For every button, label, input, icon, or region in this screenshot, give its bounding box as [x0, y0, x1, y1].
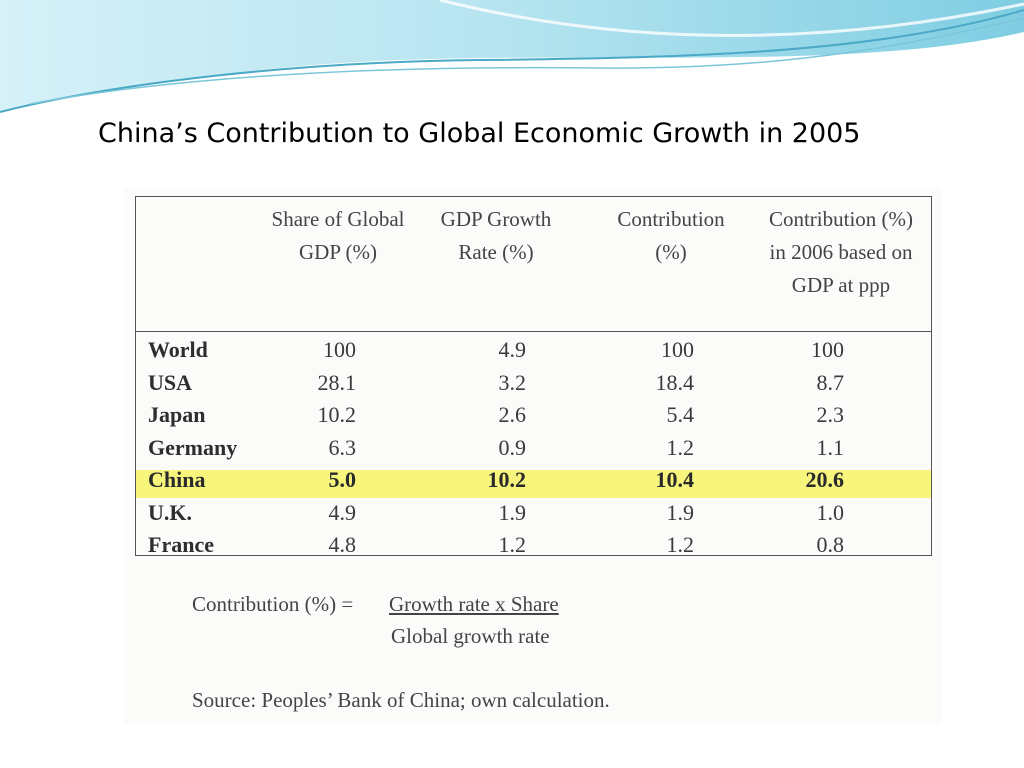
scanned-table-image: Share of Global GDP (%) GDP Growth Rate … [124, 188, 942, 724]
cell-country: USA [148, 369, 193, 395]
cell-contribution: 1.2 [666, 434, 695, 460]
cell-contribution: 1.9 [666, 499, 695, 525]
cell-share: 6.3 [328, 434, 357, 460]
cell-country: France [148, 532, 214, 557]
cell-contribution-2006: 20.6 [805, 467, 845, 492]
formula-numerator: Growth rate x Share [389, 592, 559, 616]
cell-share: 28.1 [317, 369, 357, 395]
cell-contribution: 5.4 [666, 402, 695, 427]
cell-country: World [148, 337, 208, 362]
cell-growth: 4.9 [498, 337, 527, 362]
cell-growth: 0.9 [498, 434, 527, 460]
china-row-highlight [136, 470, 931, 498]
cell-growth: 1.2 [498, 532, 527, 557]
cell-contribution: 18.4 [655, 369, 695, 395]
source-note: Source: Peoples’ Bank of China; own calc… [192, 688, 610, 712]
cell-country: Germany [148, 434, 238, 460]
cell-contribution-2006: 2.3 [816, 402, 845, 427]
slide-title: China’s Contribution to Global Economic … [98, 118, 861, 149]
cell-growth: 1.9 [498, 499, 527, 525]
cell-contribution: 1.2 [666, 532, 695, 557]
cell-country: Japan [148, 402, 206, 427]
header-divider [136, 331, 931, 332]
formula-lhs: Contribution (%) = [192, 592, 354, 616]
cell-share: 100 [323, 337, 356, 362]
cell-country: China [148, 467, 206, 492]
header-contribution-2006: Contribution (%) in 2006 based on GDP at… [768, 207, 914, 297]
cell-share: 4.8 [328, 532, 357, 557]
cell-contribution: 100 [661, 337, 694, 362]
cell-contribution-2006: 0.8 [816, 532, 845, 557]
cell-contribution-2006: 1.1 [816, 434, 845, 460]
cell-contribution: 10.4 [655, 467, 695, 492]
header-wave-decoration [0, 0, 1024, 113]
formula-denominator: Global growth rate [391, 624, 550, 648]
cell-contribution-2006: 100 [811, 337, 844, 362]
header-growth: GDP Growth Rate (%) [440, 207, 552, 264]
cell-share: 4.9 [328, 499, 357, 525]
cell-country: U.K. [148, 499, 192, 525]
cell-contribution-2006: 1.0 [816, 499, 845, 525]
cell-growth: 10.2 [487, 467, 527, 492]
cell-share: 5.0 [328, 467, 357, 492]
header-contribution: Contribution (%) [617, 207, 725, 264]
cell-share: 10.2 [317, 402, 357, 427]
cell-growth: 2.6 [498, 402, 527, 427]
data-table: Share of Global GDP (%) GDP Growth Rate … [135, 196, 932, 557]
cell-contribution-2006: 8.7 [816, 369, 845, 395]
cell-growth: 3.2 [498, 369, 527, 395]
header-share: Share of Global GDP (%) [271, 207, 405, 264]
